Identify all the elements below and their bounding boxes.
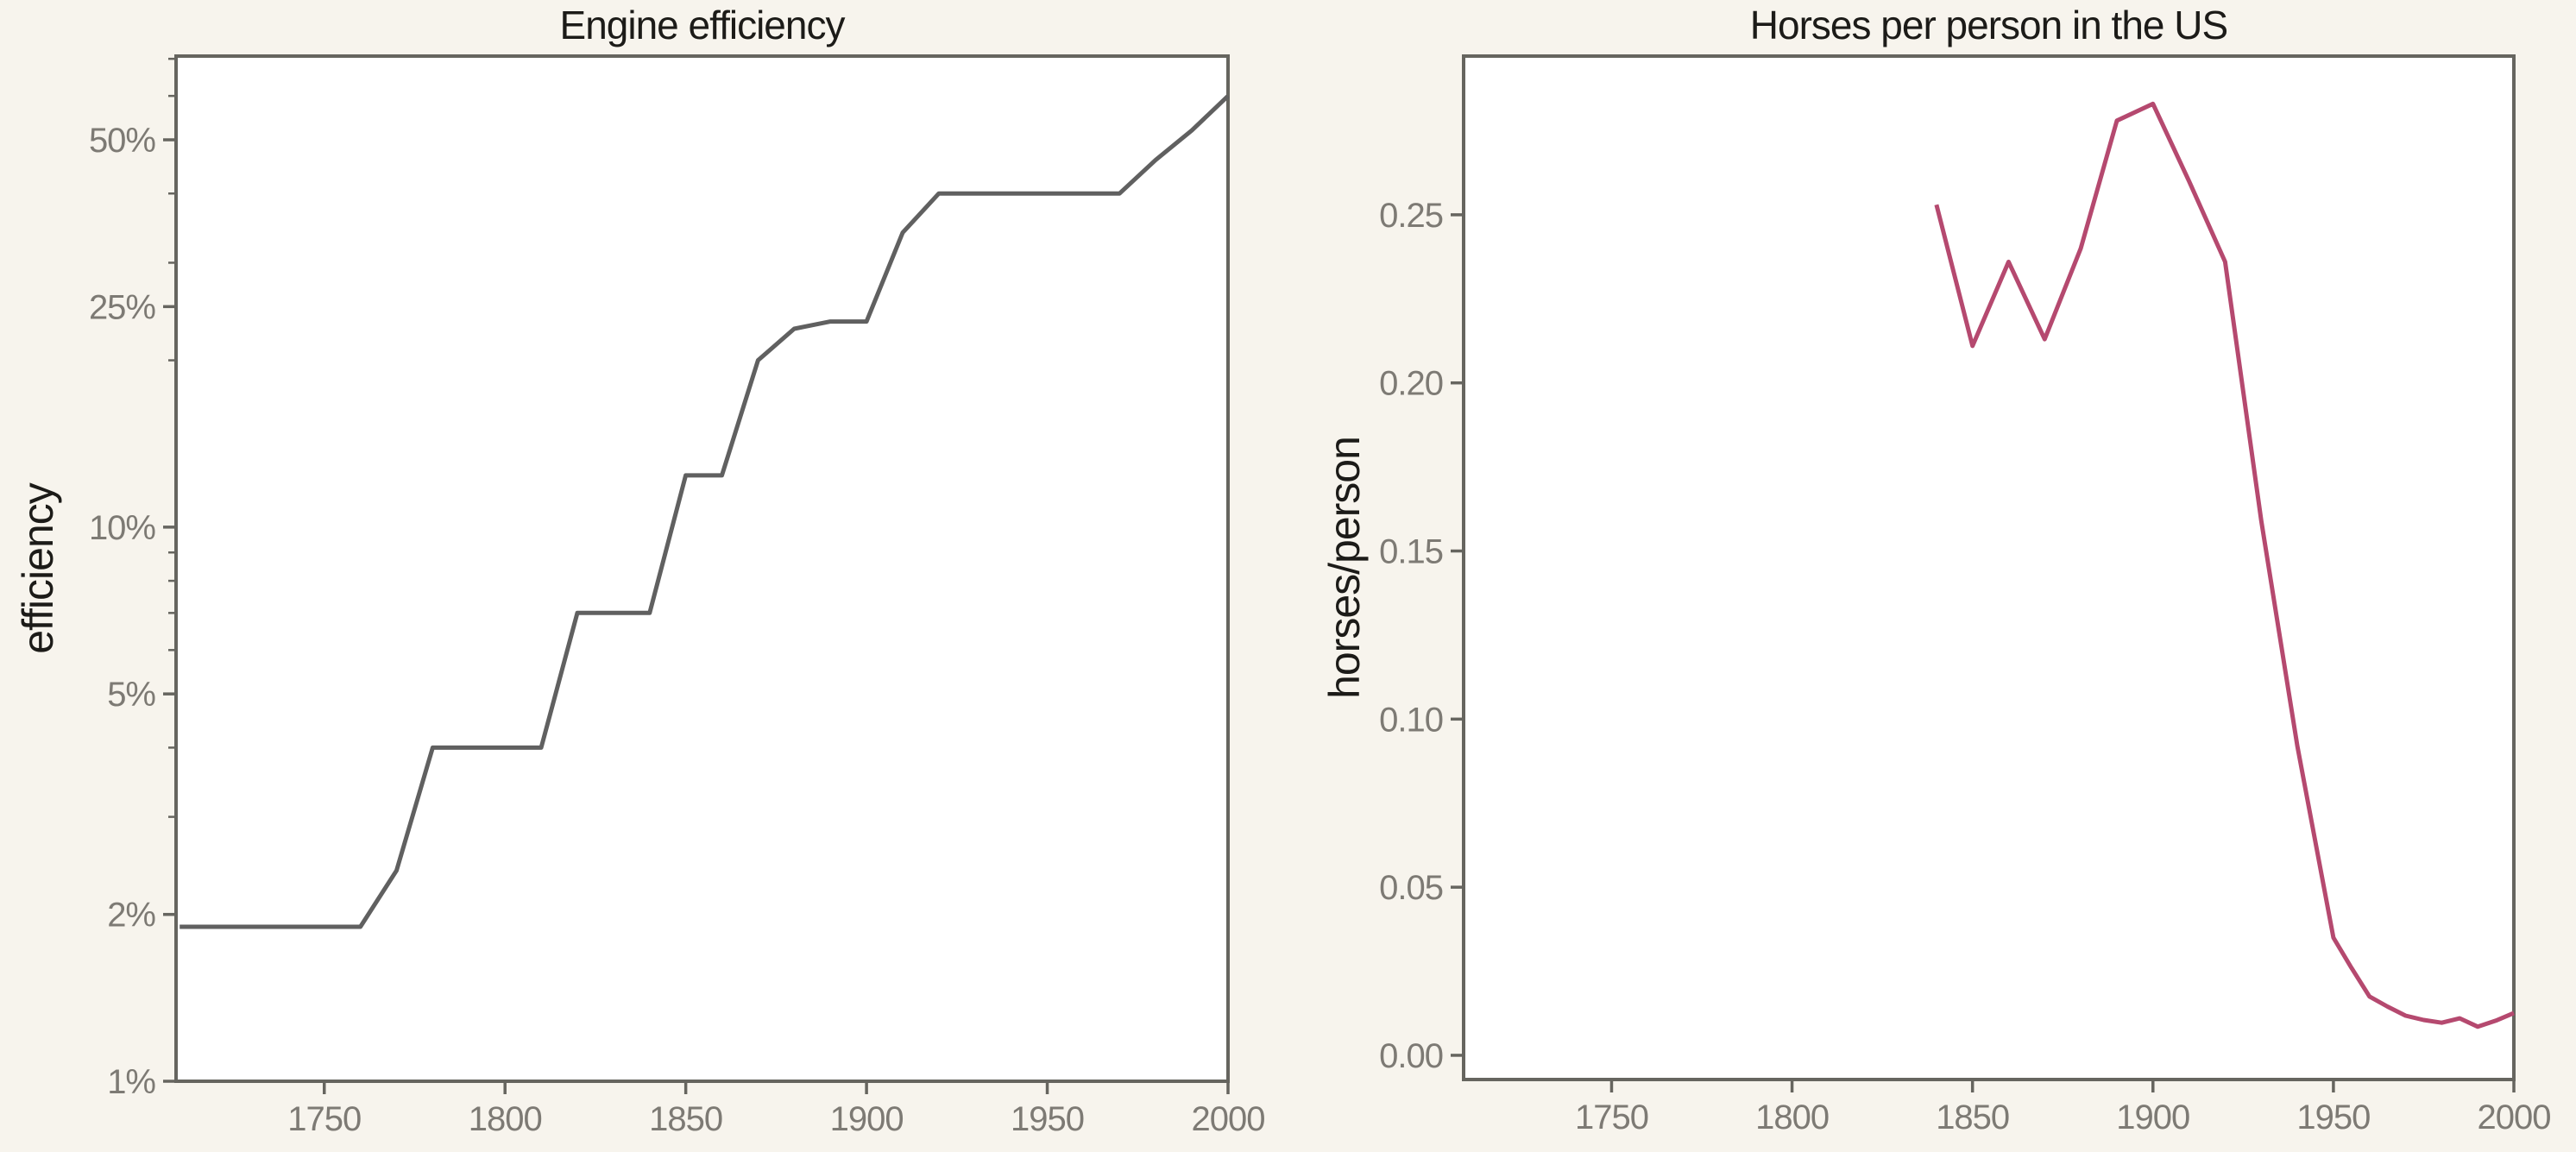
y-tick-label: 50% bbox=[89, 122, 155, 160]
plot-area bbox=[1464, 56, 2514, 1080]
x-tick-label: 1750 bbox=[287, 1100, 361, 1138]
efficiency-axis-label: efficiency bbox=[14, 483, 62, 654]
y-tick-label: 0.20 bbox=[1379, 365, 1443, 403]
x-tick-label: 1950 bbox=[1011, 1100, 1084, 1138]
y-tick-label: 5% bbox=[107, 676, 155, 714]
plot-area bbox=[176, 56, 1228, 1081]
x-tick-label: 2000 bbox=[2478, 1098, 2551, 1136]
axes-spines bbox=[1462, 54, 2516, 1081]
y-tick-label: 0.25 bbox=[1379, 197, 1443, 235]
x-tick-label: 1950 bbox=[2296, 1098, 2370, 1136]
y-tick-label: 1% bbox=[107, 1063, 155, 1101]
horses-per-person-title: Horses per person in the US bbox=[1749, 3, 2228, 47]
y-tick-label: 25% bbox=[89, 288, 155, 326]
engine-efficiency-title: Engine efficiency bbox=[559, 3, 846, 47]
x-tick-label: 1750 bbox=[1575, 1098, 1648, 1136]
horses-per-person-axis-label: horses/person bbox=[1320, 437, 1369, 699]
engine-chart-plot: 1% 2% 5% 10% 25% 50% 1750 1800 1850 1900 1950 2000 bbox=[89, 54, 1265, 1138]
x-tick-label: 1800 bbox=[469, 1100, 542, 1138]
y-tick-label: 0.10 bbox=[1379, 701, 1443, 739]
y-tick-label: 0.00 bbox=[1379, 1037, 1443, 1075]
y-tick-label: 10% bbox=[89, 509, 155, 547]
x-tick-label: 2000 bbox=[1192, 1100, 1265, 1138]
y-tick-label: 0.15 bbox=[1379, 533, 1443, 571]
y-tick-label: 0.05 bbox=[1379, 869, 1443, 907]
horses-per-person-line bbox=[1934, 101, 2515, 1029]
x-tick-label: 1900 bbox=[2116, 1098, 2189, 1136]
x-tick-label: 1900 bbox=[830, 1100, 904, 1138]
y-tick-label: 2% bbox=[107, 897, 155, 935]
axes-spines bbox=[174, 54, 1230, 1083]
horses-chart-plot: 0.00 0.05 0.10 0.15 0.20 0.25 1750 1800 1850 1900… bbox=[1379, 54, 2551, 1136]
x-tick-label: 1850 bbox=[649, 1100, 722, 1138]
engine-efficiency-line bbox=[180, 94, 1230, 929]
x-tick-label: 1800 bbox=[1755, 1098, 1829, 1136]
x-tick-label: 1850 bbox=[1936, 1098, 2009, 1136]
